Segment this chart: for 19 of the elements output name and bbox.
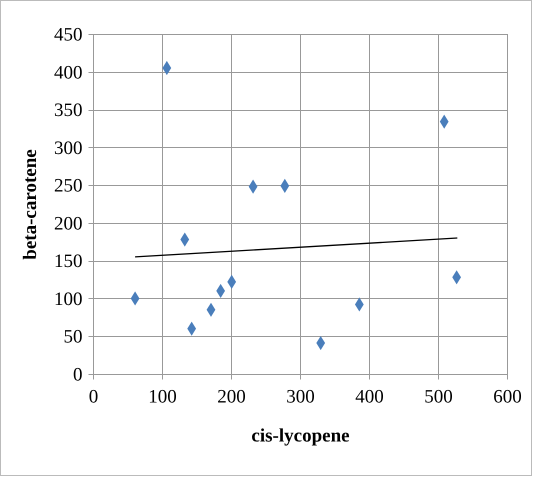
x-tick-label: 400 — [355, 386, 384, 408]
y-tick-label: 150 — [54, 251, 82, 272]
y-tick-label: 450 — [54, 24, 82, 46]
y-tick-label: 50 — [64, 326, 82, 348]
y-tick-label: 0 — [73, 364, 82, 386]
x-tick-label: 600 — [493, 386, 522, 408]
y-tick-label: 100 — [54, 288, 82, 310]
y-tick-label: 300 — [54, 138, 82, 159]
x-tick-label: 200 — [217, 386, 246, 408]
y-tick-label: 250 — [54, 176, 82, 197]
x-axis-title: cis-lycopene — [251, 426, 350, 446]
x-tick-label: 500 — [424, 386, 453, 408]
y-tick-label: 400 — [54, 62, 82, 84]
x-tick-label: 100 — [148, 386, 177, 408]
x-tick-label: 0 — [88, 386, 98, 408]
x-tick-label: 300 — [286, 386, 315, 408]
y-tick-label: 350 — [54, 100, 82, 122]
y-axis-title: beta-carotene — [20, 149, 41, 260]
y-tick-label: 200 — [54, 213, 82, 234]
